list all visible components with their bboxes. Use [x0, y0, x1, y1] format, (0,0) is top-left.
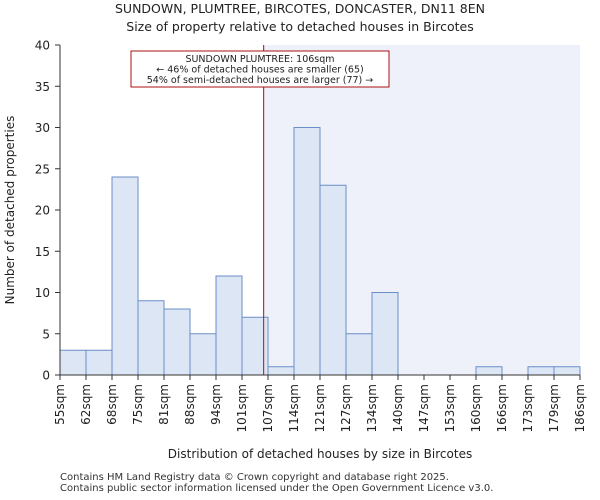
bar-62sqm [85, 349, 113, 376]
x-tick-label: 94sqm [209, 384, 223, 425]
bar-134sqm [371, 292, 399, 376]
x-tick-label: 166sqm [495, 384, 509, 432]
y-tick-label: 20 [35, 204, 50, 218]
y-tick-label: 30 [35, 121, 50, 135]
x-tick-label: 153sqm [443, 384, 457, 432]
bar-179sqm [553, 366, 581, 376]
y-tick-label: 0 [42, 369, 50, 383]
x-tick-label: 62sqm [79, 384, 93, 425]
y-tick-label: 25 [35, 162, 50, 176]
y-axis-label: Number of detached properties [3, 116, 17, 305]
annotation-box: SUNDOWN PLUMTREE: 106sqm ← 46% of detach… [130, 50, 390, 88]
chart-title-line1: SUNDOWN, PLUMTREE, BIRCOTES, DONCASTER, … [115, 1, 485, 16]
x-tick-label: 75sqm [131, 384, 145, 425]
x-tick-label: 107sqm [261, 384, 275, 432]
x-tick-label: 101sqm [235, 384, 249, 432]
bar-121sqm [319, 184, 347, 376]
y-tick-label: 10 [35, 286, 50, 300]
x-tick-label: 127sqm [339, 384, 353, 432]
bar-173sqm [527, 366, 555, 376]
bar-107sqm [267, 366, 295, 376]
x-tick-label: 173sqm [521, 384, 535, 432]
x-tick-label: 160sqm [469, 384, 483, 432]
bar-81sqm [163, 308, 191, 376]
x-tick-label: 68sqm [105, 384, 119, 425]
annotation-line3: 54% of semi-detached houses are larger (… [147, 75, 374, 86]
annotation-line1: SUNDOWN PLUMTREE: 106sqm [185, 54, 334, 65]
y-tick-label: 15 [35, 245, 50, 259]
bar-94sqm [215, 275, 243, 376]
x-tick-label: 88sqm [183, 384, 197, 425]
x-tick-label: 81sqm [157, 384, 171, 425]
x-axis-label: Distribution of detached houses by size … [168, 447, 472, 461]
bar-88sqm [189, 333, 217, 376]
bar-68sqm [111, 176, 139, 376]
x-tick-label: 55sqm [53, 384, 67, 425]
bar-55sqm [59, 349, 87, 376]
bar-114sqm [293, 127, 321, 376]
x-tick-label: 114sqm [287, 384, 301, 432]
chart-title-line2: Size of property relative to detached ho… [126, 19, 474, 34]
x-tick-label: 134sqm [365, 384, 379, 432]
footer-line1: Contains HM Land Registry data © Crown c… [60, 472, 449, 483]
y-tick-label: 35 [35, 80, 50, 94]
bar-75sqm [137, 300, 165, 376]
x-tick-label: 140sqm [391, 384, 405, 432]
x-tick-label: 147sqm [417, 384, 431, 432]
annotation-line2: ← 46% of detached houses are smaller (65… [156, 65, 363, 76]
x-tick-label: 179sqm [547, 384, 561, 432]
y-tick-label: 40 [35, 39, 50, 53]
bar-127sqm [345, 333, 373, 376]
x-tick-label: 121sqm [313, 384, 327, 432]
footer-line2: Contains public sector information licen… [60, 483, 494, 494]
y-tick-label: 5 [42, 327, 50, 341]
bar-160sqm [475, 366, 503, 376]
x-tick-label: 186sqm [573, 384, 587, 432]
